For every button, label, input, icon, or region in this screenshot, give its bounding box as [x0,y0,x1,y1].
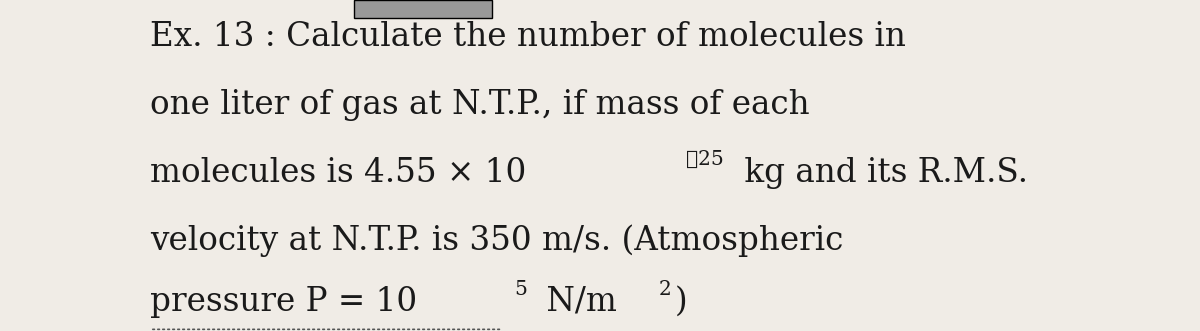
Text: molecules is 4.55 × 10: molecules is 4.55 × 10 [150,157,527,189]
Text: velocity at N.T.P. is 350 m/s. (Atmospheric: velocity at N.T.P. is 350 m/s. (Atmosphe… [150,224,844,257]
Text: ): ) [674,286,688,318]
Text: N/m: N/m [536,286,617,318]
Text: 2: 2 [659,280,672,299]
FancyBboxPatch shape [354,0,492,18]
Text: kg and its R.M.S.: kg and its R.M.S. [734,157,1028,189]
Text: Ex. 13 : Calculate the number of molecules in: Ex. 13 : Calculate the number of molecul… [150,21,906,53]
Text: pressure P = 10: pressure P = 10 [150,286,418,318]
Text: ⁲25: ⁲25 [686,150,724,169]
Text: one liter of gas at N.T.P., if mass of each: one liter of gas at N.T.P., if mass of e… [150,89,810,121]
Text: 5: 5 [515,280,527,299]
